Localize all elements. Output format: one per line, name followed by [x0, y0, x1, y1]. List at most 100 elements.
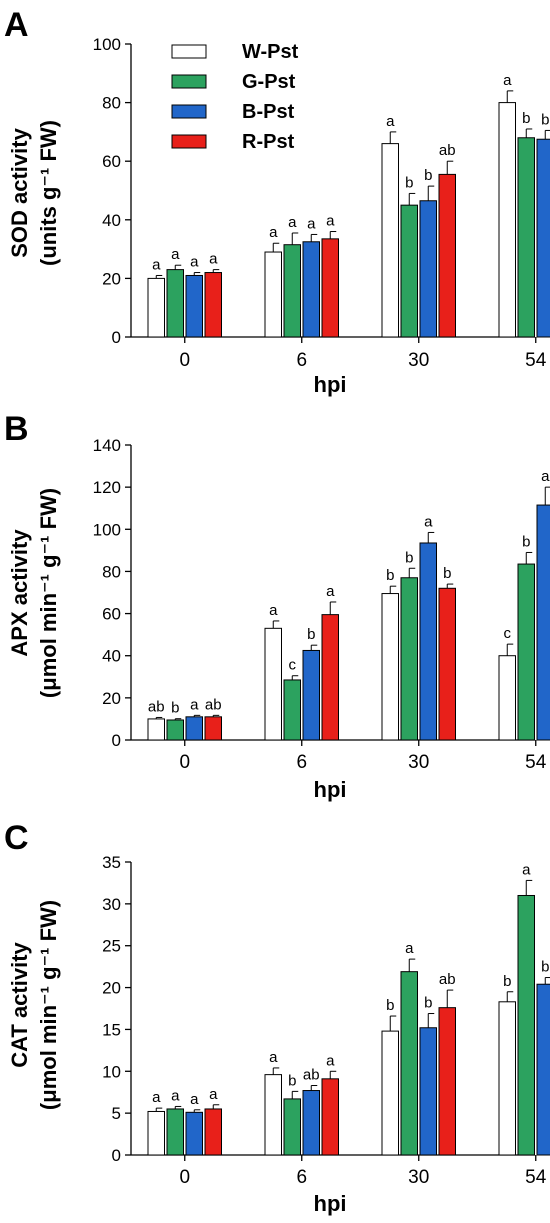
y-axis-label-line1: CAT activity: [7, 941, 32, 1067]
bar: [536, 983, 550, 1156]
significance-letter: b: [405, 174, 413, 191]
bar: [321, 614, 339, 741]
significance-letter: ab: [439, 142, 456, 159]
legend-swatch-g-pst: [171, 74, 207, 89]
bar: [302, 649, 320, 741]
significance-letter: a: [209, 1086, 218, 1103]
x-tick-label: 0: [179, 1167, 190, 1188]
bar: [400, 577, 418, 741]
panel-letter-b: B: [4, 410, 29, 448]
y-axis-label-line1: SOD activity: [7, 127, 32, 257]
significance-letter: b: [424, 995, 432, 1012]
x-tick-label: 30: [408, 350, 429, 371]
x-tick-label: 54: [525, 350, 547, 371]
significance-letter: a: [405, 940, 414, 957]
bar: [283, 244, 301, 338]
x-tick-label: 6: [296, 1167, 307, 1188]
bar: [166, 269, 184, 338]
plot-area-a: 0204060801000aaaa6aaaa30abbab54abba: [93, 35, 550, 371]
legend-swatch-r-pst: [171, 134, 207, 149]
bar: [283, 679, 301, 741]
y-tick-label: 80: [102, 94, 121, 113]
bar: [536, 504, 550, 741]
bar: [283, 1098, 301, 1156]
x-tick-label: 6: [296, 752, 307, 773]
x-axis-label: hpi: [314, 777, 347, 802]
significance-letter: a: [326, 1052, 335, 1069]
significance-letter: a: [190, 1091, 199, 1108]
significance-letter: a: [386, 113, 395, 130]
bar: [498, 1001, 516, 1156]
panel-c: C CAT activity (μmol min⁻¹ g⁻¹ FW) hpi 0…: [4, 819, 550, 1216]
y-tick-label: 10: [102, 1062, 121, 1081]
y-tick-label: 5: [112, 1104, 121, 1123]
x-tick-label: 0: [179, 752, 190, 773]
significance-letter: b: [386, 567, 394, 584]
bar: [498, 655, 516, 741]
bar: [204, 272, 222, 338]
significance-letter: a: [152, 1089, 161, 1106]
panel-a: A SOD activity (units g⁻¹ FW) hpi 0 20 40 6…: [4, 6, 550, 397]
bar: [517, 894, 535, 1156]
y-tick-label: 20: [102, 269, 121, 288]
y-tick-label: 140: [93, 436, 121, 455]
bar: [321, 1078, 339, 1156]
y-tick-label: 100: [93, 35, 121, 54]
bar: [381, 593, 399, 741]
bar: [498, 102, 516, 338]
x-tick-label: 30: [408, 1167, 429, 1188]
significance-letter: ab: [205, 696, 222, 713]
bar: [302, 1090, 320, 1156]
significance-letter: a: [326, 213, 335, 230]
significance-letter: a: [307, 215, 316, 232]
bar: [438, 1007, 456, 1156]
bar: [381, 143, 399, 338]
legend: W-Pst G-Pst B-Pst R-Pst: [171, 41, 299, 153]
significance-letter: a: [522, 861, 531, 878]
panel-b: B APX activity (μmol min⁻¹ g⁻¹ FW) hpi 0…: [4, 410, 550, 802]
significance-letter: ab: [148, 698, 165, 715]
legend-swatch-w-pst: [171, 44, 207, 59]
significance-letter: b: [541, 959, 549, 976]
y-tick-label: 120: [93, 478, 121, 497]
legend-swatch-b-pst: [171, 104, 207, 119]
bar: [419, 200, 437, 338]
bar: [381, 1030, 399, 1156]
significance-letter: c: [289, 657, 297, 674]
legend-label-w-pst: W-Pst: [242, 41, 299, 63]
significance-letter: a: [541, 468, 550, 485]
y-tick-label: 0: [112, 731, 121, 750]
y-tick-label: 60: [102, 605, 121, 624]
legend-label-b-pst: B-Pst: [242, 101, 295, 123]
bar: [517, 137, 535, 338]
y-tick-label: 60: [102, 152, 121, 171]
y-tick-label: 40: [102, 211, 121, 230]
x-tick-label: 54: [525, 752, 547, 773]
y-axis-label-line2: (units g⁻¹ FW): [36, 120, 61, 266]
bar: [185, 716, 203, 741]
significance-letter: a: [209, 251, 218, 268]
significance-letter: a: [424, 513, 433, 530]
y-tick-label: 40: [102, 647, 121, 666]
legend-label-r-pst: R-Pst: [242, 131, 295, 153]
significance-letter: a: [190, 254, 199, 271]
panel-letter-c: C: [4, 819, 29, 857]
y-axis-label-line1: APX activity: [7, 529, 32, 657]
bar: [166, 719, 184, 741]
significance-letter: a: [152, 256, 161, 273]
significance-letter: b: [405, 549, 413, 566]
significance-letter: a: [171, 1087, 180, 1104]
bar: [185, 1111, 203, 1156]
y-tick-label: 0: [112, 1146, 121, 1165]
bar: [264, 627, 282, 741]
significance-letter: b: [541, 111, 549, 128]
y-tick-label: 25: [102, 937, 121, 956]
plot-area-c: 051015202530350aaaa6ababa30babab54babb: [102, 853, 550, 1188]
bar: [204, 716, 222, 741]
x-tick-label: 30: [408, 752, 429, 773]
significance-letter: a: [269, 602, 278, 619]
bar: [147, 718, 165, 741]
bar: [302, 241, 320, 338]
bar: [517, 563, 535, 741]
